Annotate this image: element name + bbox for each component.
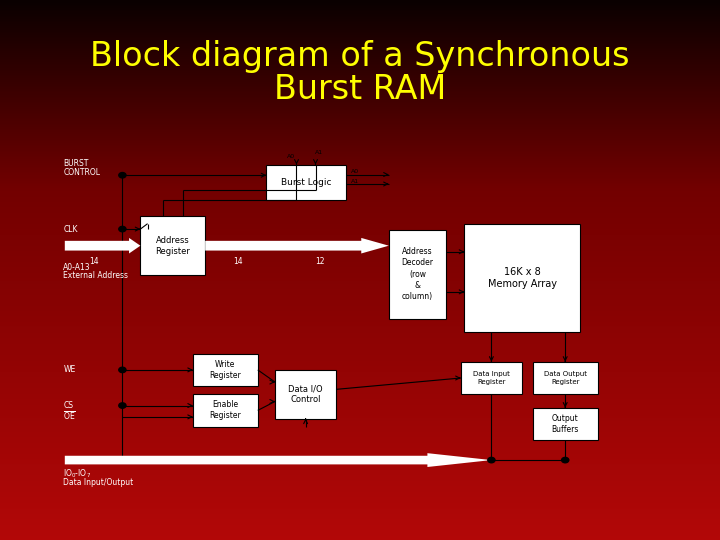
Text: CLK: CLK (63, 225, 78, 234)
Text: 12: 12 (315, 258, 325, 266)
Text: WE: WE (63, 366, 76, 374)
Circle shape (119, 226, 126, 232)
Circle shape (562, 457, 569, 463)
Bar (140, 216, 205, 275)
Text: Data Output
Register: Data Output Register (544, 372, 587, 384)
Text: Data Input/Output: Data Input/Output (63, 478, 134, 487)
Text: A0: A0 (287, 154, 294, 159)
Text: Block diagram of a Synchronous: Block diagram of a Synchronous (90, 40, 630, 73)
FancyArrow shape (205, 238, 389, 253)
Circle shape (488, 457, 495, 463)
Text: Enable
Register: Enable Register (210, 400, 241, 421)
Text: BURST: BURST (63, 159, 89, 168)
Circle shape (119, 367, 126, 373)
Text: Address
Decoder
(row
&
column): Address Decoder (row & column) (402, 247, 433, 301)
Text: CONTROL: CONTROL (63, 168, 100, 177)
Text: External Address: External Address (63, 271, 128, 280)
Text: Output
Buffers: Output Buffers (552, 414, 579, 434)
Text: Burst RAM: Burst RAM (274, 72, 446, 106)
Text: Data I/O
Control: Data I/O Control (288, 384, 323, 404)
Text: Data Input
Register: Data Input Register (473, 372, 510, 384)
Text: Write
Register: Write Register (210, 360, 241, 380)
Bar (275, 370, 336, 418)
Bar (389, 230, 446, 319)
Text: A1: A1 (315, 150, 323, 155)
Text: 16K x 8
Memory Array: 16K x 8 Memory Array (487, 267, 557, 289)
Text: Address
Register: Address Register (156, 235, 190, 256)
Text: 14: 14 (89, 258, 99, 266)
Text: A0-A13: A0-A13 (63, 263, 91, 272)
Bar (266, 165, 346, 200)
Bar (193, 394, 258, 427)
Circle shape (119, 173, 126, 178)
Bar (533, 362, 598, 394)
Text: CS: CS (63, 401, 73, 410)
Bar (464, 224, 580, 332)
Text: A0: A0 (351, 170, 359, 174)
Bar (461, 362, 522, 394)
Bar (533, 408, 598, 440)
FancyArrow shape (65, 453, 491, 467)
Text: IO$_0$-IO$_7$: IO$_0$-IO$_7$ (63, 467, 91, 480)
Circle shape (119, 403, 126, 408)
Text: A1: A1 (351, 179, 359, 184)
Bar (193, 354, 258, 386)
Text: $\overline{\rm OE}$: $\overline{\rm OE}$ (63, 411, 76, 423)
Text: Burst Logic: Burst Logic (281, 178, 331, 187)
FancyArrow shape (65, 238, 140, 253)
Text: 14: 14 (233, 258, 243, 266)
